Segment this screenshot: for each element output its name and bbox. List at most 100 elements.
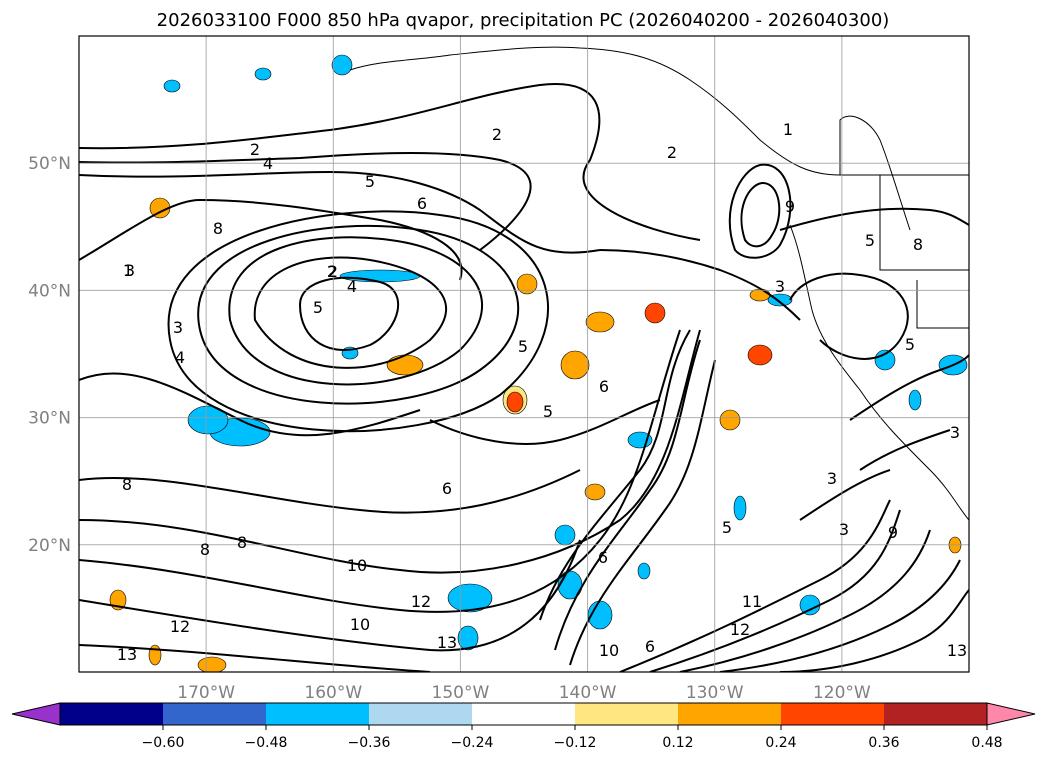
precip-anomaly-patch: [585, 311, 615, 333]
contour-label: 13: [437, 633, 457, 652]
precip-anomaly-patch: [516, 273, 538, 295]
contour-label: 5: [313, 298, 323, 317]
qvapor-contour-line: [569, 359, 716, 666]
contour-label: 6: [417, 194, 427, 213]
contour-label: 3: [173, 318, 183, 337]
contour-label: 2: [667, 143, 677, 162]
latitude-tick-label: 30°N: [28, 409, 71, 429]
precip-anomaly-patch: [506, 391, 524, 413]
colorbar-tick-label: −0.36: [348, 735, 391, 751]
coastline: [789, 224, 969, 521]
contour-label: 3: [775, 277, 785, 296]
qvapor-contour-line: [649, 509, 901, 672]
contour-label: 13: [117, 645, 137, 664]
qvapor-contour-line: [79, 199, 463, 281]
longitude-tick-label: 160°W: [304, 683, 362, 703]
colorbar-segment: [163, 703, 267, 725]
qvapor-contour-line: [253, 256, 447, 369]
colorbar-extend-min: [11, 702, 61, 726]
chart-title: 2026033100 F000 850 hPa qvapor, precipit…: [157, 10, 890, 31]
contour-label: 5: [518, 337, 528, 356]
contour-label: 3: [125, 261, 135, 280]
longitude-tick-label: 150°W: [432, 683, 490, 703]
longitude-tick-label: 120°W: [813, 683, 871, 703]
contour-label: 8: [200, 540, 210, 559]
qvapor-contour-line: [79, 171, 601, 254]
precip-anomaly-patch: [331, 54, 353, 76]
contour-label: 5: [722, 518, 732, 537]
contour-label: 1: [123, 261, 133, 280]
longitude-tick-label: 130°W: [686, 683, 744, 703]
precipitation-shading: [109, 54, 968, 672]
contour-label: 5: [543, 402, 553, 421]
colorbar-segment: [266, 703, 370, 725]
contour-label: 10: [599, 641, 619, 660]
qvapor-contour-line: [429, 399, 661, 445]
coastlines: [349, 46, 969, 521]
precip-anomaly-patch: [719, 409, 741, 431]
qvapor-contour-line: [719, 559, 961, 672]
longitude-tick-label: 170°W: [177, 683, 235, 703]
colorbar-segment: [60, 703, 164, 725]
precip-anomaly-patch: [163, 79, 181, 93]
precip-anomaly-patch: [733, 495, 747, 521]
contour-label: 2: [250, 140, 260, 159]
qvapor-contour-line: [849, 354, 969, 421]
contour-label: 8: [213, 219, 223, 238]
longitude-ticks: 170°W 160°W 150°W 140°W 130°W 120°W: [177, 683, 871, 703]
qvapor-contour-line: [167, 210, 549, 433]
colorbar-segment: [884, 703, 988, 725]
contour-label: 13: [947, 641, 967, 660]
qvapor-contour-line: [79, 469, 581, 514]
map-frame: [78, 35, 970, 673]
qvapor-contour-line: [599, 249, 801, 321]
precip-anomaly-patch: [148, 644, 162, 666]
contour-label: 5: [365, 172, 375, 191]
colorbar-segment: [781, 703, 885, 725]
qvapor-contour-line: [228, 236, 483, 386]
precip-anomaly-patch: [554, 524, 576, 546]
latitude-ticks: 50°N 40°N 30°N 20°N: [28, 154, 71, 556]
precip-anomaly-patch: [457, 625, 479, 651]
qvapor-contour-line: [728, 163, 792, 259]
contour-label: 6: [598, 548, 608, 567]
contour-label: 2: [327, 262, 337, 281]
coastline: [916, 280, 969, 329]
qvapor-contour-line: [679, 529, 931, 672]
colorbar: [11, 702, 1036, 726]
colorbar-tick-label: −0.12: [554, 735, 597, 751]
precip-anomaly-patch: [874, 349, 896, 371]
graticule: [79, 36, 969, 672]
qvapor-contour-line: [197, 224, 520, 405]
contour-label: 11: [742, 592, 762, 611]
contour-label: 5: [865, 231, 875, 250]
contour-label: 12: [170, 617, 190, 636]
qvapor-contour-line: [79, 644, 431, 672]
coastline: [349, 46, 969, 176]
qvapor-contour-line: [79, 329, 681, 613]
contour-label: 4: [263, 154, 273, 173]
colorbar-segment: [678, 703, 782, 725]
precip-anomaly-patch: [747, 344, 773, 366]
contour-label: 8: [237, 533, 247, 552]
coastline: [879, 175, 969, 271]
qvapor-contour-line: [79, 372, 421, 437]
contour-label: 10: [350, 615, 370, 634]
qvapor-contour-line: [539, 329, 691, 621]
contour-label: 8: [913, 235, 923, 254]
qvapor-contour-line: [799, 469, 891, 521]
qvapor-contour-line: [79, 539, 581, 652]
coastline: [839, 115, 911, 231]
latitude-tick-label: 50°N: [28, 154, 71, 174]
qvapor-contour-line: [79, 152, 532, 251]
longitude-tick-label: 140°W: [559, 683, 617, 703]
colorbar-ticks: −0.60 −0.48 −0.36 −0.24 −0.12 0.12 0.24 0.36 0.4…: [142, 725, 1003, 751]
contour-label: 4: [175, 348, 185, 367]
qvapor-contour-line: [299, 276, 399, 351]
colorbar-tick-label: 0.48: [971, 735, 1002, 751]
precip-anomaly-patch: [637, 562, 651, 580]
precip-anomaly-patch: [908, 389, 922, 411]
